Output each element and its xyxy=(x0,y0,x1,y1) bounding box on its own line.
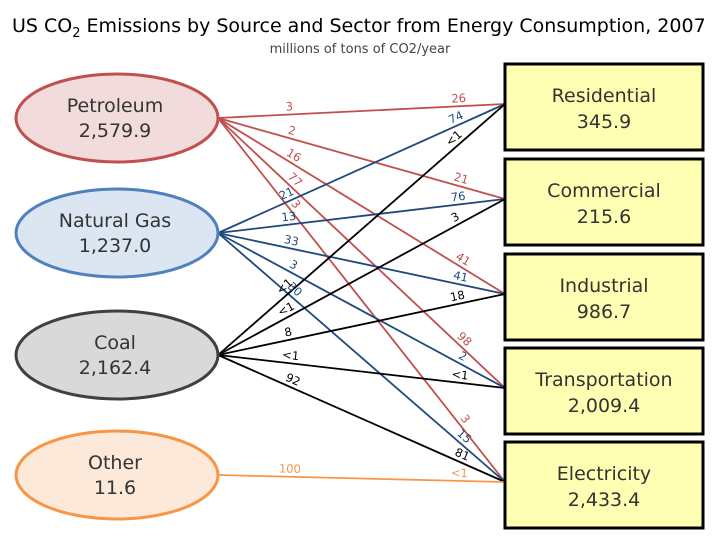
flow-line-other-to-electricity xyxy=(217,474,506,483)
sector-name-transportation: Transportation xyxy=(534,369,672,391)
flow-label-coal-to-transportation-source-share: <1 xyxy=(281,347,299,363)
flow-label-coal-to-industrial-sector-share: 18 xyxy=(449,288,466,305)
source-ellipse-coal xyxy=(14,309,220,401)
sectors-layer: Residential 345.9 Commercial 215.6 Industria… xyxy=(503,62,705,530)
flow-label-natural_gas-to-industrial-sector-share: 41 xyxy=(452,268,469,285)
flow-line-coal-to-industrial xyxy=(217,293,506,356)
flow-line-coal-to-transportation xyxy=(217,354,506,389)
flow-label-natural_gas-to-electricity-sector-share: 15 xyxy=(454,426,474,446)
flow-line-petroleum-to-residential xyxy=(217,103,506,119)
flow-label-petroleum-to-commercial-sector-share: 21 xyxy=(452,170,470,187)
sector-value-transportation: 2,009.4 xyxy=(568,395,641,417)
flow-label-coal-to-electricity-source-share: 92 xyxy=(283,370,302,389)
flow-label-petroleum-to-residential-sector-share: 26 xyxy=(451,91,466,106)
title-main: US CO xyxy=(12,15,72,37)
sector-box-residential xyxy=(503,62,705,152)
flow-line-petroleum-to-transportation xyxy=(217,117,506,389)
diagram-subtitle: millions of tons of CO2/year xyxy=(270,42,451,57)
sources-layer: Petroleum 2,579.9 Natural Gas 1,237.0 Coal 2,… xyxy=(14,72,220,521)
flow-line-natural_gas-to-industrial xyxy=(217,232,506,295)
source-node-petroleum: Petroleum 2,579.9 xyxy=(14,72,220,164)
title-rest: Emissions by Source and Sector from Ener… xyxy=(81,15,706,37)
flow-label-petroleum-to-residential-source-share: 3 xyxy=(285,99,293,113)
flow-line-coal-to-residential xyxy=(217,103,506,356)
sector-value-commercial: 215.6 xyxy=(577,206,631,228)
flow-label-natural_gas-to-transportation-source-share: 3 xyxy=(287,257,300,273)
source-value-natural_gas: 1,237.0 xyxy=(79,235,152,257)
sector-box-electricity xyxy=(503,440,705,530)
source-value-petroleum: 2,579.9 xyxy=(79,120,152,142)
flow-label-petroleum-to-transportation-sector-share: 98 xyxy=(454,329,474,349)
source-name-petroleum: Petroleum xyxy=(67,95,163,117)
flow-line-natural_gas-to-residential xyxy=(217,103,506,234)
sector-value-industrial: 986.7 xyxy=(577,301,631,323)
sector-node-commercial: Commercial 215.6 xyxy=(503,157,705,247)
flow-label-petroleum-to-industrial-source-share: 16 xyxy=(284,145,304,165)
sector-box-commercial xyxy=(503,157,705,247)
flow-line-petroleum-to-commercial xyxy=(217,117,506,200)
flow-labels-layer: 3262211641779833217413763341323015<1<1<1… xyxy=(273,91,474,480)
flow-line-natural_gas-to-electricity xyxy=(217,232,506,483)
sector-name-industrial: Industrial xyxy=(559,275,648,297)
source-node-natural_gas: Natural Gas 1,237.0 xyxy=(14,187,220,279)
flow-line-petroleum-to-industrial xyxy=(217,117,506,295)
sector-node-transportation: Transportation 2,009.4 xyxy=(503,346,705,436)
source-value-coal: 2,162.4 xyxy=(79,357,152,379)
source-ellipse-other xyxy=(14,429,220,521)
flow-label-natural_gas-to-residential-source-share: 21 xyxy=(277,184,296,203)
flow-label-other-to-electricity-sector-share: <1 xyxy=(451,466,468,480)
sector-name-electricity: Electricity xyxy=(557,463,651,485)
source-ellipse-natural_gas xyxy=(14,187,220,279)
sector-box-industrial xyxy=(503,252,705,342)
sector-node-residential: Residential 345.9 xyxy=(503,62,705,152)
flow-line-natural_gas-to-transportation xyxy=(217,232,506,389)
sector-node-electricity: Electricity 2,433.4 xyxy=(503,440,705,530)
sector-value-residential: 345.9 xyxy=(577,111,631,133)
flow-label-petroleum-to-industrial-sector-share: 41 xyxy=(453,249,473,269)
flow-label-natural_gas-to-transportation-sector-share: 2 xyxy=(456,348,469,364)
flow-line-coal-to-commercial xyxy=(217,198,506,356)
flow-label-coal-to-commercial-sector-share: 3 xyxy=(449,209,462,225)
sector-name-commercial: Commercial xyxy=(547,180,661,202)
flow-line-petroleum-to-electricity xyxy=(217,117,506,483)
flow-label-natural_gas-to-commercial-sector-share: 76 xyxy=(450,189,466,205)
flow-label-natural_gas-to-commercial-source-share: 13 xyxy=(281,209,297,225)
flow-label-petroleum-to-commercial-source-share: 2 xyxy=(287,123,298,138)
sector-box-transportation xyxy=(503,346,705,436)
diagram-title: US CO2 Emissions by Source and Sector fr… xyxy=(12,15,706,41)
sector-value-electricity: 2,433.4 xyxy=(568,489,641,511)
source-ellipse-petroleum xyxy=(14,72,220,164)
sector-name-residential: Residential xyxy=(552,85,657,107)
flow-label-coal-to-electricity-sector-share: 81 xyxy=(453,445,472,464)
source-name-other: Other xyxy=(88,452,142,474)
flow-line-natural_gas-to-commercial xyxy=(217,198,506,234)
flow-label-natural_gas-to-industrial-source-share: 33 xyxy=(283,232,300,249)
source-node-coal: Coal 2,162.4 xyxy=(14,309,220,401)
flow-line-coal-to-electricity xyxy=(217,354,506,483)
sector-node-industrial: Industrial 986.7 xyxy=(503,252,705,342)
flow-label-coal-to-industrial-source-share: 8 xyxy=(283,324,293,339)
flows-layer xyxy=(217,103,506,483)
title-subscript: 2 xyxy=(72,26,80,41)
source-name-natural_gas: Natural Gas xyxy=(59,210,171,232)
flow-label-natural_gas-to-residential-sector-share: 74 xyxy=(446,108,465,127)
source-name-coal: Coal xyxy=(94,332,136,354)
flow-label-coal-to-transportation-sector-share: <1 xyxy=(451,367,469,383)
source-value-other: 11.6 xyxy=(94,477,136,499)
flow-label-other-to-electricity-source-share: 100 xyxy=(279,461,301,476)
source-node-other: Other 11.6 xyxy=(14,429,220,521)
